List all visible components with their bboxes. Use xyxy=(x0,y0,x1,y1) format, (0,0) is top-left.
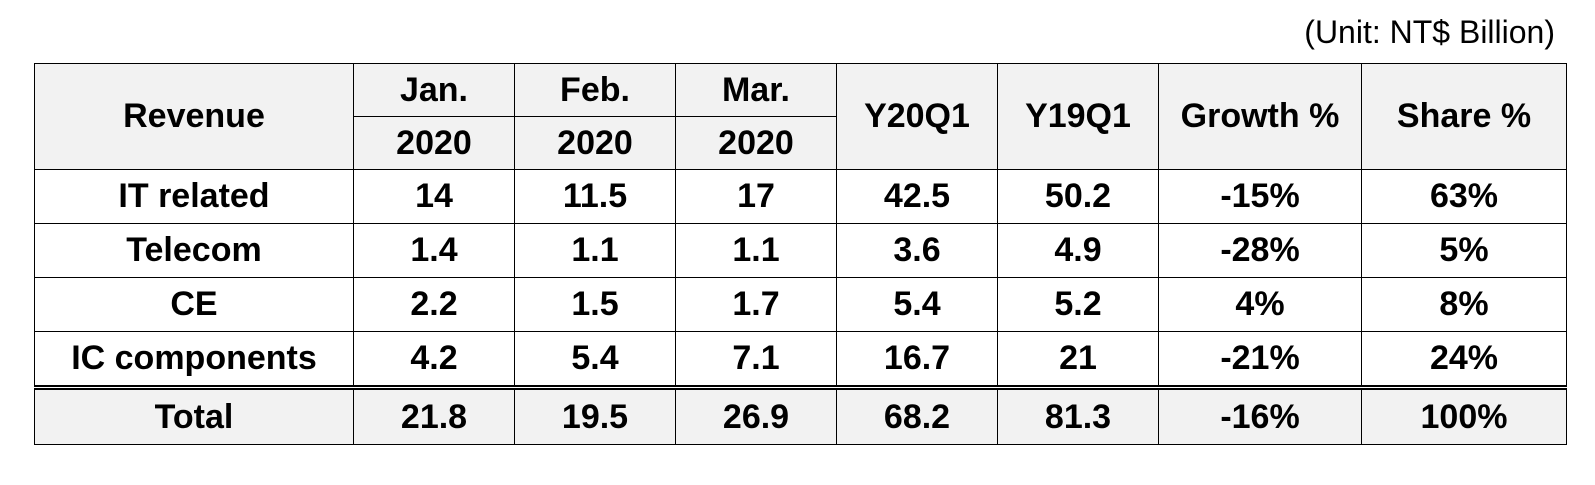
table-row: IT related 14 11.5 17 42.5 50.2 -15% 63% xyxy=(34,169,1567,224)
cell-share: 5% xyxy=(1361,223,1567,278)
header-month-feb: Feb. xyxy=(514,63,676,117)
cell-y20q1: 68.2 xyxy=(836,385,998,445)
cell-growth: -21% xyxy=(1158,331,1362,388)
cell-feb: 1.5 xyxy=(514,277,676,332)
cell-mar: 17 xyxy=(675,169,837,224)
header-year-feb: 2020 xyxy=(514,116,676,170)
cell-mar: 1.1 xyxy=(675,223,837,278)
unit-label: (Unit: NT$ Billion) xyxy=(1304,14,1555,50)
cell-mar: 26.9 xyxy=(675,385,837,445)
cell-feb: 5.4 xyxy=(514,331,676,388)
table-row: CE 2.2 1.5 1.7 5.4 5.2 4% 8% xyxy=(34,277,1567,332)
cell-jan: 2.2 xyxy=(353,277,515,332)
cell-growth: -28% xyxy=(1158,223,1362,278)
row-label: Telecom xyxy=(34,223,354,278)
row-label: Total xyxy=(34,385,354,445)
cell-y20q1: 42.5 xyxy=(836,169,998,224)
cell-jan: 21.8 xyxy=(353,385,515,445)
cell-jan: 4.2 xyxy=(353,331,515,388)
table-row: IC components 4.2 5.4 7.1 16.7 21 -21% 24% xyxy=(34,331,1567,388)
header-quarter-current: Y20Q1 xyxy=(836,63,998,170)
cell-share: 100% xyxy=(1361,385,1567,445)
cell-y19q1: 50.2 xyxy=(997,169,1159,224)
cell-y20q1: 5.4 xyxy=(836,277,998,332)
cell-feb: 1.1 xyxy=(514,223,676,278)
cell-y19q1: 21 xyxy=(997,331,1159,388)
cell-jan: 14 xyxy=(353,169,515,224)
row-label: IC components xyxy=(34,331,354,388)
cell-y20q1: 3.6 xyxy=(836,223,998,278)
cell-y19q1: 5.2 xyxy=(997,277,1159,332)
cell-y19q1: 4.9 xyxy=(997,223,1159,278)
cell-growth: -15% xyxy=(1158,169,1362,224)
row-label: IT related xyxy=(34,169,354,224)
header-revenue: Revenue xyxy=(34,63,354,170)
cell-jan: 1.4 xyxy=(353,223,515,278)
cell-growth: 4% xyxy=(1158,277,1362,332)
table-row: Telecom 1.4 1.1 1.1 3.6 4.9 -28% 5% xyxy=(34,223,1567,278)
cell-feb: 11.5 xyxy=(514,169,676,224)
header-share: Share % xyxy=(1361,63,1567,170)
cell-mar: 1.7 xyxy=(675,277,837,332)
cell-y19q1: 81.3 xyxy=(997,385,1159,445)
cell-share: 63% xyxy=(1361,169,1567,224)
cell-feb: 19.5 xyxy=(514,385,676,445)
table-body: IT related 14 11.5 17 42.5 50.2 -15% 63% Telecom… xyxy=(34,169,1567,445)
total-row: Total 21.8 19.5 26.9 68.2 81.3 -16% 100% xyxy=(34,385,1567,445)
header-quarter-previous: Y19Q1 xyxy=(997,63,1159,170)
header-month-jan: Jan. xyxy=(353,63,515,117)
header-growth: Growth % xyxy=(1158,63,1362,170)
header-year-mar: 2020 xyxy=(675,116,837,170)
header-month-mar: Mar. xyxy=(675,63,837,117)
cell-growth: -16% xyxy=(1158,385,1362,445)
header-row-top: Revenue Jan. Feb. Mar. Y20Q1 Y19Q1 Growt… xyxy=(34,63,1567,170)
cell-share: 8% xyxy=(1361,277,1567,332)
row-label: CE xyxy=(34,277,354,332)
header-row-years: 2020 2020 2020 xyxy=(35,116,1567,170)
cell-share: 24% xyxy=(1361,331,1567,388)
revenue-table: Revenue Jan. Feb. Mar. Y20Q1 Y19Q1 Growt… xyxy=(34,63,1567,445)
cell-mar: 7.1 xyxy=(675,331,837,388)
cell-y20q1: 16.7 xyxy=(836,331,998,388)
header-year-jan: 2020 xyxy=(353,116,515,170)
